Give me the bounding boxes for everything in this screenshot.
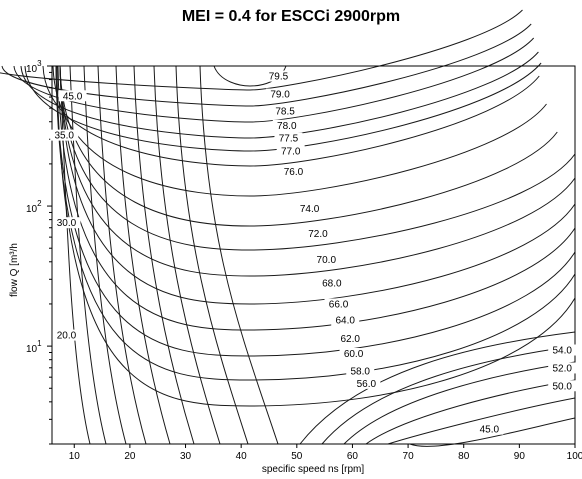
chart-title: MEI = 0.4 for ESCCi 2900rpm xyxy=(181,8,401,25)
x-tick-label: 60 xyxy=(347,451,359,462)
contour-line-upper xyxy=(0,9,523,91)
contour-line-upper xyxy=(55,65,576,357)
contour-label-background xyxy=(548,344,577,356)
contour-label-background xyxy=(475,423,504,435)
x-tick-label: 40 xyxy=(236,451,248,462)
contour-line-right xyxy=(299,331,576,445)
y-axis-label: flow Q [m³/h xyxy=(9,243,20,297)
contour-label-background xyxy=(339,347,368,359)
contour-line-left xyxy=(199,65,279,445)
contour-label-background xyxy=(274,132,303,144)
x-tick-label: 80 xyxy=(458,451,470,462)
contour-label-background xyxy=(271,105,300,117)
contour-label-background xyxy=(295,203,324,215)
contour-label: 60.0 xyxy=(344,349,364,360)
contour-label-background xyxy=(548,362,577,374)
contour-line-right xyxy=(365,379,576,445)
contour-line-upper xyxy=(57,65,576,331)
contour-labels: 79.5 79.0 78.5 78.0 77.577.0 76.0 74.0 72.0 70.0… xyxy=(50,70,577,436)
contour-line-right xyxy=(409,417,576,447)
contour-label-background xyxy=(266,88,295,100)
y-tick-label: 102 xyxy=(26,199,42,215)
contour-label-background xyxy=(52,217,81,229)
contour-label-background xyxy=(317,277,346,289)
contour-label-background xyxy=(264,70,293,82)
contour-label: 45.0 xyxy=(480,425,500,436)
contour-label-background xyxy=(276,145,305,157)
y-tick-label: 101 xyxy=(26,339,42,355)
contour-label: 45.0 xyxy=(63,91,83,102)
contour-line-left xyxy=(97,65,147,445)
contour-label-background xyxy=(279,166,308,178)
contour-label-background xyxy=(331,314,360,326)
contour-label: 76.0 xyxy=(284,167,304,178)
x-tick-label: 100 xyxy=(567,451,582,462)
contour-line-upper xyxy=(56,65,576,407)
x-tick-label: 70 xyxy=(403,451,415,462)
contour-line-left xyxy=(133,65,195,445)
y-axis-ticks: 101 102 103 xyxy=(26,59,52,445)
contour-label: 66.0 xyxy=(329,299,349,310)
x-axis-label: specific speed ns [rpm] xyxy=(262,464,364,475)
x-tick-label: 10 xyxy=(69,451,81,462)
contour-label: 79.5 xyxy=(269,72,289,83)
x-tick-label: 30 xyxy=(180,451,192,462)
contour-line-right xyxy=(321,345,576,445)
contour-line-upper xyxy=(24,62,542,152)
plot-frame xyxy=(51,65,576,445)
contour-label: 56.0 xyxy=(357,379,377,390)
contour-line-left xyxy=(175,65,249,445)
x-tick-label: 20 xyxy=(124,451,136,462)
y-tick-label: 103 xyxy=(26,59,42,75)
contour-line-upper xyxy=(59,65,558,227)
contour-label-background xyxy=(312,253,341,265)
x-tick-label: 50 xyxy=(291,451,303,462)
contour-label-background xyxy=(324,298,353,310)
contour-line-right xyxy=(387,397,576,445)
contour-label-background xyxy=(548,380,577,392)
contour-line-left xyxy=(69,65,107,445)
contour-line-right xyxy=(343,361,576,445)
contour-label-background xyxy=(346,365,375,377)
contour-label: 74.0 xyxy=(300,204,320,215)
contour-label: 64.0 xyxy=(335,316,355,327)
contour-label: 35.0 xyxy=(55,131,75,142)
contour-line-upper xyxy=(59,65,576,277)
contour-label: 78.5 xyxy=(275,106,295,117)
contour-label: 58.0 xyxy=(351,366,371,377)
contour-label: 52.0 xyxy=(552,363,572,374)
contour-line-left xyxy=(153,65,221,445)
contour-label: 77.0 xyxy=(281,146,301,157)
contour-label-background xyxy=(272,119,301,131)
contour-line-upper xyxy=(52,65,547,197)
contour-line-left xyxy=(115,65,171,445)
contour-line-upper xyxy=(20,51,539,139)
contour-label: 68.0 xyxy=(322,279,342,290)
contour-label-background xyxy=(58,90,87,102)
contour-label-background xyxy=(352,377,381,389)
contour-line-left xyxy=(83,65,127,445)
contour-label: 54.0 xyxy=(552,346,572,357)
contour-label: 72.0 xyxy=(308,229,328,240)
x-axis-ticks: 10 20 30 40 50 60 70 80 90 100 xyxy=(69,444,582,462)
contour-label: 70.0 xyxy=(317,255,337,266)
contour-lines xyxy=(0,9,576,447)
contour-line-upper xyxy=(59,65,576,305)
contour-label-background xyxy=(50,129,79,141)
contour-label: 77.5 xyxy=(279,134,299,145)
contour-line-upper xyxy=(59,65,576,251)
contour-label-background xyxy=(336,332,365,344)
x-tick-label: 90 xyxy=(514,451,526,462)
contour-line-upper xyxy=(42,65,540,167)
contour-label: 30.0 xyxy=(57,218,77,229)
contour-label: 20.0 xyxy=(57,331,77,342)
contour-label: 50.0 xyxy=(552,381,572,392)
contour-label: 62.0 xyxy=(340,334,360,345)
contour-line-left xyxy=(59,65,91,445)
contour-label-background xyxy=(52,329,81,341)
contour-label: 79.0 xyxy=(270,90,290,101)
contour-label-background xyxy=(303,228,332,240)
contour-label: 78.0 xyxy=(277,121,297,132)
